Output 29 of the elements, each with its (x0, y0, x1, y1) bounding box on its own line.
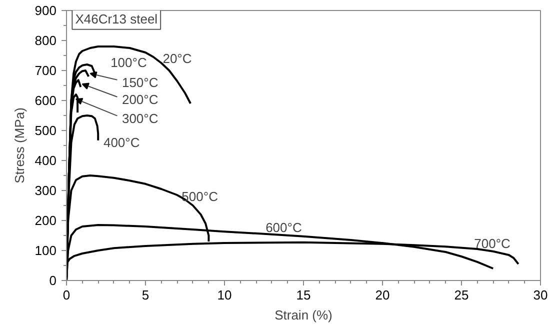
y-tick-label: 0 (49, 273, 57, 288)
annotation: 700°C (474, 236, 510, 252)
y-tick-label: 400 (34, 153, 57, 168)
annotation: 100°C (110, 54, 147, 70)
annotation: 200°C (122, 92, 158, 108)
y-tick-label: 700 (34, 63, 57, 78)
y-tick-label: 500 (34, 123, 57, 138)
y-tick-label: 800 (34, 33, 57, 48)
annotation: 150°C (122, 75, 158, 90)
y-tick-label: 200 (34, 213, 57, 228)
x-axis-title: Strain (%) (274, 308, 332, 322)
annotation: 600°C (266, 220, 302, 235)
y-axis-title: Stress (MPa) (12, 108, 27, 184)
annotation: 400°C (103, 135, 140, 150)
y-tick-label: 600 (34, 93, 57, 108)
annotation: 500°C (182, 189, 218, 204)
x-tick-label: 10 (217, 288, 232, 302)
y-tick-label: 100 (34, 243, 57, 258)
y-tick-label: 900 (34, 3, 57, 18)
y-tick-label: 300 (34, 183, 57, 198)
x-tick-label: 5 (142, 288, 150, 302)
x-tick-label: 25 (454, 288, 469, 302)
x-tick-label: 20 (375, 288, 390, 302)
annotation: 20°C (162, 51, 192, 66)
x-tick-label: 15 (296, 288, 311, 302)
x-tick-label: 30 (533, 288, 548, 302)
annotation: 300°C (122, 111, 158, 126)
x-tick-label: 0 (62, 288, 70, 302)
annotation: X46Cr13 steel (75, 11, 158, 26)
